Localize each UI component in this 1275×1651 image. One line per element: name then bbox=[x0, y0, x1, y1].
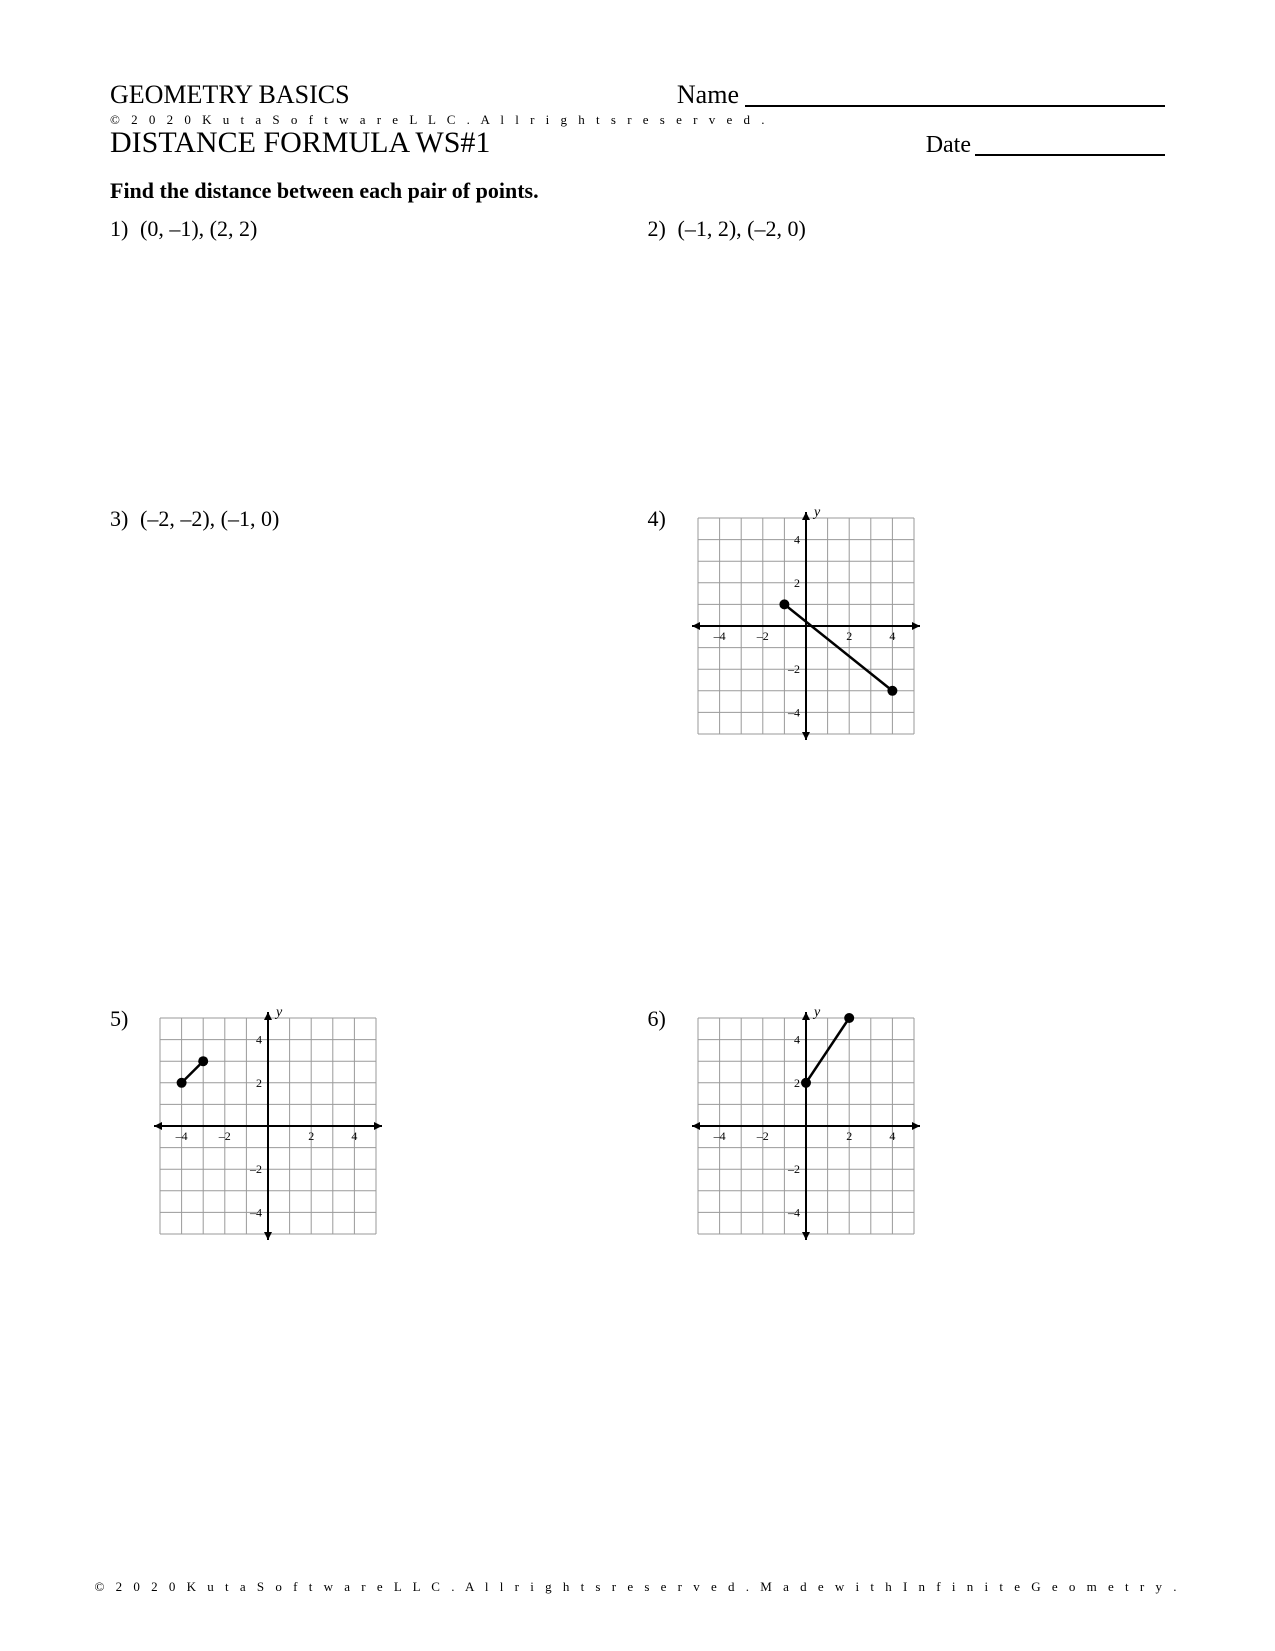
problem-body: (0, –1), (2, 2) bbox=[140, 216, 257, 242]
svg-text:y: y bbox=[812, 506, 821, 520]
problem-number: 4) bbox=[648, 506, 678, 532]
svg-text:–4: –4 bbox=[787, 1205, 800, 1219]
problems-grid: 1)(0, –1), (2, 2)2)(–1, 2), (–2, 0)3)(–2… bbox=[110, 216, 1165, 1266]
svg-text:2: 2 bbox=[794, 576, 800, 590]
svg-text:2: 2 bbox=[308, 1129, 314, 1143]
svg-text:–2: –2 bbox=[249, 1162, 262, 1176]
problem-number: 2) bbox=[648, 216, 678, 242]
name-blank-line bbox=[745, 105, 1165, 107]
svg-text:4: 4 bbox=[794, 1033, 800, 1047]
coordinate-graph: –4–22424–2–4xy bbox=[686, 1006, 926, 1246]
svg-text:2: 2 bbox=[846, 629, 852, 643]
problem-body: –4–22424–2–4xy bbox=[678, 1006, 926, 1246]
point-pair-text: (0, –1), (2, 2) bbox=[140, 216, 257, 241]
worksheet-page: GEOMETRY BASICS Name © 2 0 2 0 K u t a S… bbox=[0, 0, 1275, 1651]
problem-number: 3) bbox=[110, 506, 140, 532]
svg-text:4: 4 bbox=[351, 1129, 357, 1143]
svg-text:–4: –4 bbox=[787, 705, 800, 719]
course-name: GEOMETRY BASICS bbox=[110, 80, 350, 110]
problem-5: 5) –4–22424–2–4xy bbox=[110, 1006, 628, 1266]
date-label: Date bbox=[926, 132, 971, 159]
svg-text:4: 4 bbox=[889, 1129, 895, 1143]
svg-text:–4: –4 bbox=[712, 1129, 725, 1143]
svg-text:2: 2 bbox=[256, 1076, 262, 1090]
point-pair-text: (–1, 2), (–2, 0) bbox=[678, 216, 806, 241]
header-row-1: GEOMETRY BASICS Name bbox=[110, 80, 1165, 110]
problem-2: 2)(–1, 2), (–2, 0) bbox=[648, 216, 1166, 506]
problem-body: –4–22424–2–4xy bbox=[140, 1006, 388, 1246]
problem-4: 4) –4–22424–2–4xy bbox=[648, 506, 1166, 1006]
svg-text:–2: –2 bbox=[755, 1129, 768, 1143]
svg-text:2: 2 bbox=[846, 1129, 852, 1143]
instruction-text: Find the distance between each pair of p… bbox=[110, 178, 1165, 204]
footer-copyright: © 2 0 2 0 K u t a S o f t w a r e L L C … bbox=[0, 1579, 1275, 1595]
svg-text:–2: –2 bbox=[218, 1129, 231, 1143]
svg-text:–4: –4 bbox=[249, 1205, 262, 1219]
coordinate-graph: –4–22424–2–4xy bbox=[686, 506, 926, 746]
svg-text:y: y bbox=[812, 1006, 821, 1020]
coordinate-graph: –4–22424–2–4xy bbox=[148, 1006, 388, 1246]
svg-text:–2: –2 bbox=[787, 1162, 800, 1176]
svg-text:y: y bbox=[274, 1006, 283, 1020]
worksheet-title: DISTANCE FORMULA WS#1 bbox=[110, 126, 490, 160]
point-pair-text: (–2, –2), (–1, 0) bbox=[140, 506, 279, 531]
problem-3: 3)(–2, –2), (–1, 0) bbox=[110, 506, 628, 1006]
problem-6: 6) –4–22424–2–4xy bbox=[648, 1006, 1166, 1266]
svg-text:2: 2 bbox=[794, 1076, 800, 1090]
problem-number: 5) bbox=[110, 1006, 140, 1032]
name-label: Name bbox=[677, 80, 739, 110]
problem-1: 1)(0, –1), (2, 2) bbox=[110, 216, 628, 506]
svg-text:–4: –4 bbox=[712, 629, 725, 643]
problem-body: (–2, –2), (–1, 0) bbox=[140, 506, 279, 532]
problem-body: (–1, 2), (–2, 0) bbox=[678, 216, 806, 242]
svg-text:4: 4 bbox=[794, 533, 800, 547]
problem-number: 6) bbox=[648, 1006, 678, 1032]
problem-body: –4–22424–2–4xy bbox=[678, 506, 926, 746]
problem-number: 1) bbox=[110, 216, 140, 242]
date-blank-line bbox=[975, 154, 1165, 156]
svg-text:4: 4 bbox=[256, 1033, 262, 1047]
svg-text:–2: –2 bbox=[787, 662, 800, 676]
svg-text:4: 4 bbox=[889, 629, 895, 643]
svg-text:–4: –4 bbox=[175, 1129, 188, 1143]
header-row-2: DISTANCE FORMULA WS#1 Date bbox=[110, 126, 1165, 160]
svg-text:–2: –2 bbox=[755, 629, 768, 643]
